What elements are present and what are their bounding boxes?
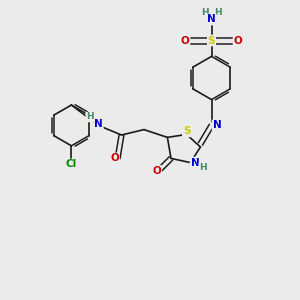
Text: H: H xyxy=(86,112,94,122)
Text: N: N xyxy=(212,120,221,130)
Text: O: O xyxy=(181,35,190,46)
Text: N: N xyxy=(94,119,103,129)
Text: N: N xyxy=(190,158,200,168)
Text: O: O xyxy=(152,166,161,176)
Text: H: H xyxy=(214,8,222,17)
Text: S: S xyxy=(208,35,215,46)
Text: O: O xyxy=(233,35,242,46)
Text: N: N xyxy=(207,14,216,25)
Text: O: O xyxy=(110,153,119,164)
Text: S: S xyxy=(183,126,190,136)
Text: H: H xyxy=(201,8,209,17)
Text: Cl: Cl xyxy=(66,159,77,170)
Text: H: H xyxy=(199,164,207,172)
